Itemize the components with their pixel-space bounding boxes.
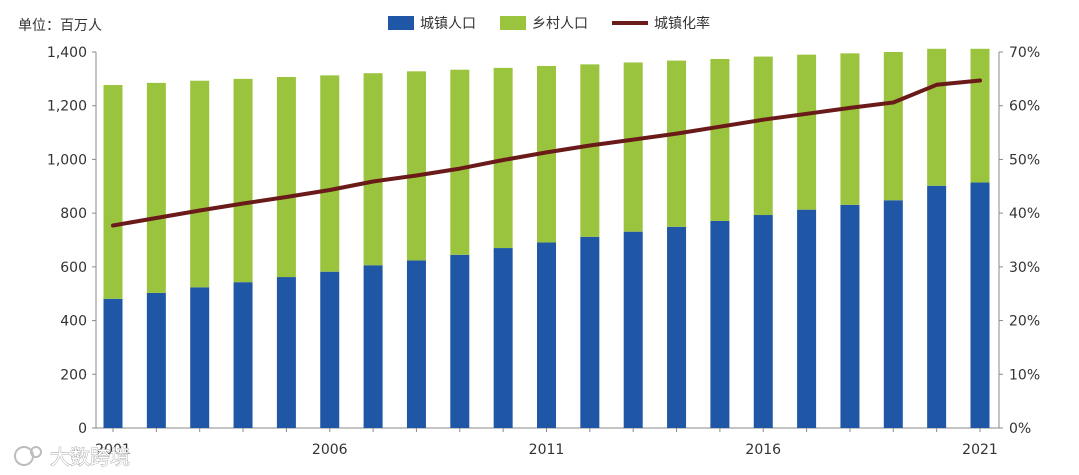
watermark-logo-dot-icon [30,446,42,458]
legend-label-urban: 城镇人口 [420,16,476,32]
bar-urban-2007 [363,265,383,428]
x-tick-label: 2011 [529,442,565,458]
bar-rural-2015 [710,58,730,221]
bar-rural-2002 [146,82,166,293]
bar-urban-2001 [103,298,123,428]
legend-swatch-urban [388,16,414,30]
y-left-tick-label: 400 [60,314,87,330]
y-right-tick-label: 0% [1009,421,1031,437]
y-left-tick-label: 200 [60,367,87,383]
legend-label-rural: 乡村人口 [532,16,588,32]
bar-urban-2009 [450,254,470,428]
y-right-tick-label: 60% [1009,99,1040,115]
bar-urban-2011 [537,242,556,428]
bar-rural-2007 [363,73,383,266]
bar-urban-2012 [580,236,600,428]
bars [103,48,990,428]
y-left-tick-label: 1,400 [47,45,87,61]
bar-rural-2020 [927,48,947,186]
urbanization-rate-line-group [111,78,982,228]
bar-urban-2019 [883,200,903,428]
bar-urban-2013 [623,231,643,428]
bar-urban-2021 [970,182,990,428]
x-ticks: 2001 2006 2011 2016 2021 [95,428,998,458]
bar-rural-2009 [450,69,470,255]
bar-urban-2002 [146,292,166,428]
y-right-tick-label: 10% [1009,367,1040,383]
bar-rural-2021 [970,48,990,183]
bar-urban-2003 [190,287,210,428]
bar-rural-2019 [883,52,903,201]
bar-rural-2017 [797,54,817,210]
y-left-tick-label: 600 [60,260,87,276]
y-left-tick-label: 0 [78,421,87,437]
bar-rural-2006 [320,75,340,272]
y-left-tick-label: 1,200 [47,99,87,115]
bar-urban-2015 [710,220,730,428]
x-tick-label: 2021 [962,442,998,458]
bar-urban-2016 [753,215,773,428]
legend: 城镇人口 乡村人口 城镇化率 [388,15,710,32]
x-tick-label: 2016 [745,442,781,458]
legend-label-rate: 城镇化率 [654,15,710,32]
bar-urban-2020 [927,185,947,428]
urbanization-rate-line [111,78,982,228]
bar-rural-2014 [667,60,687,227]
bar-urban-2006 [320,271,340,428]
bar-rural-2013 [623,62,643,232]
y-left-ticks: 0 200 400 600 800 1,000 1,200 1,400 [47,45,96,437]
y-left-tick-label: 1,000 [47,152,87,168]
watermark-logo-icon [14,446,34,466]
bar-urban-2008 [406,260,426,428]
legend-swatch-rural [500,16,526,30]
y-right-tick-label: 20% [1009,314,1040,330]
watermark-text: 大数跨境 [50,445,130,469]
watermark: 大数跨境 [14,445,130,469]
bar-rural-2018 [840,53,860,205]
bar-rural-2008 [406,71,426,261]
bar-urban-2014 [667,226,687,428]
bar-urban-2004 [233,282,253,428]
y-unit-label: 单位：百万人 [18,18,102,34]
bar-rural-2016 [753,56,773,216]
x-tick-label: 2006 [312,442,348,458]
y-right-tick-label: 40% [1009,206,1040,222]
y-right-tick-label: 50% [1009,152,1040,168]
y-right-ticks: 0% 10% 20% 30% 40% 50% 60% 70% [999,45,1040,437]
bar-rural-2012 [580,64,600,237]
bar-rural-2005 [276,76,296,278]
bar-rural-2003 [190,80,210,288]
bar-urban-2005 [276,277,296,428]
bar-rural-2010 [493,67,513,249]
bar-urban-2010 [493,248,513,428]
y-right-tick-label: 30% [1009,260,1040,276]
bar-rural-2001 [103,85,123,299]
x-tick-label: 2001 [95,442,131,458]
y-left-tick-label: 800 [60,206,87,222]
bar-rural-2004 [233,78,253,283]
bar-urban-2017 [797,209,817,428]
bar-urban-2018 [840,204,860,428]
y-right-tick-label: 70% [1009,45,1040,61]
